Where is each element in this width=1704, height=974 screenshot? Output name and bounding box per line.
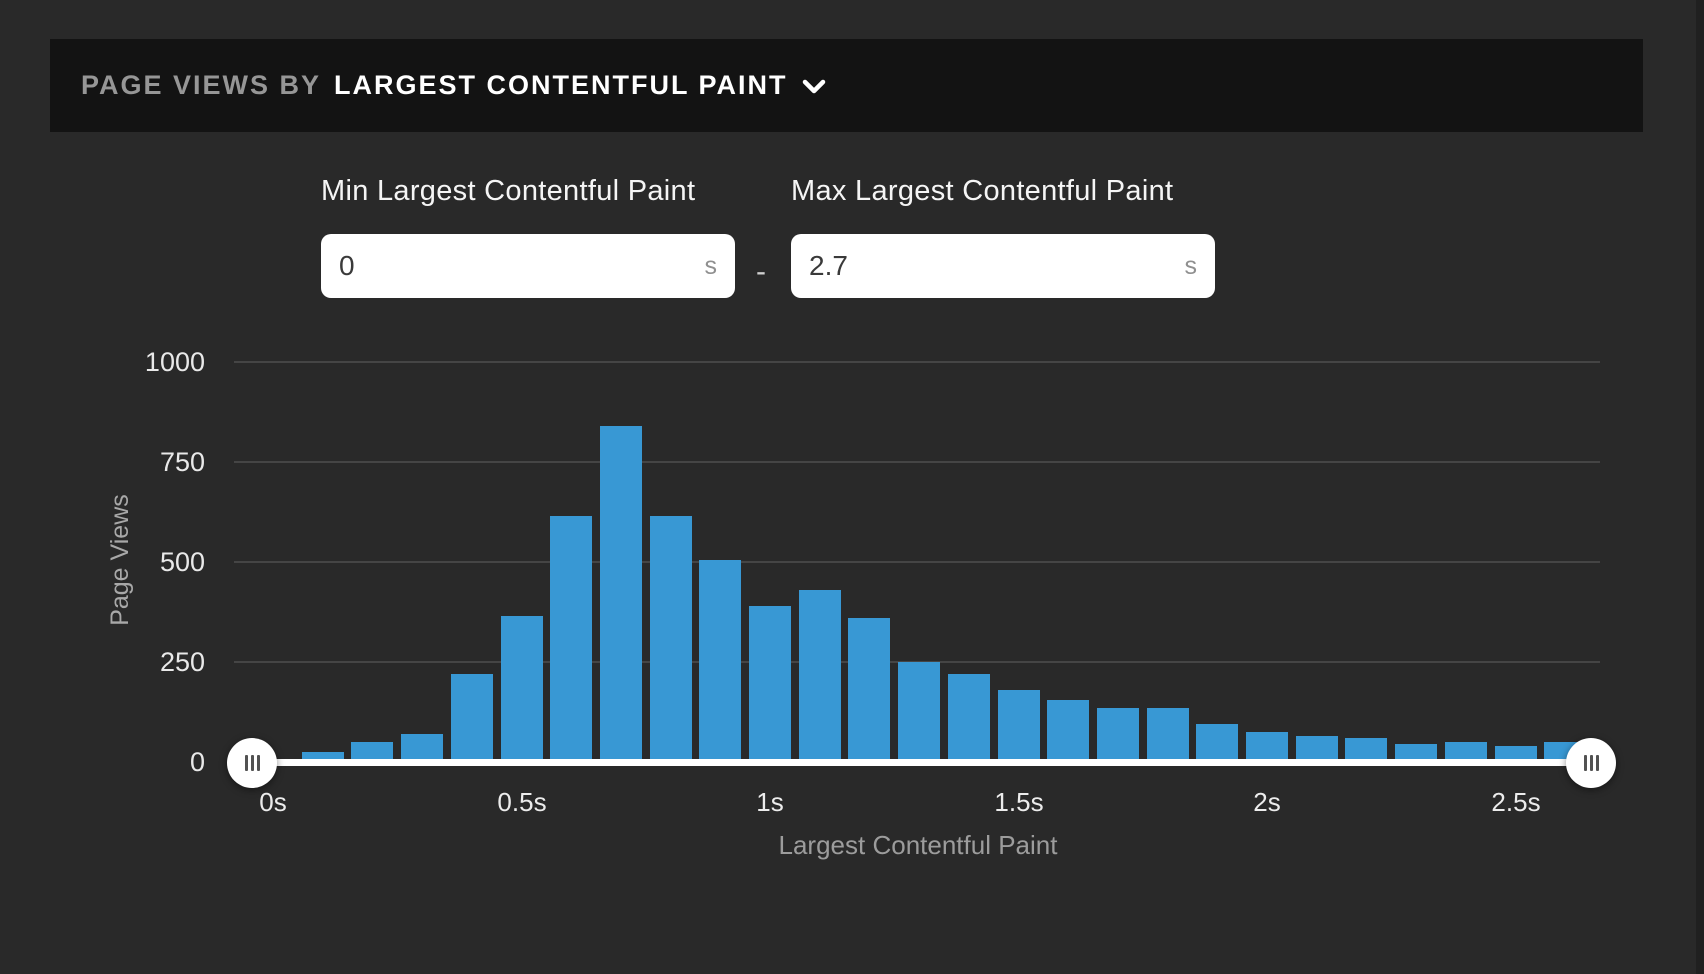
histogram-bar bbox=[1196, 724, 1238, 760]
histogram-bar bbox=[451, 674, 493, 760]
max-lcp-unit: s bbox=[1184, 251, 1198, 280]
chevron-down-icon bbox=[802, 79, 825, 94]
x-tick-label: 2s bbox=[1253, 787, 1281, 817]
histogram-bar bbox=[650, 516, 692, 760]
min-lcp-unit: s bbox=[704, 251, 718, 280]
histogram-bar bbox=[1345, 738, 1387, 760]
histogram-bar bbox=[600, 426, 642, 760]
histogram-bar bbox=[1047, 700, 1089, 760]
histogram-bar bbox=[1147, 708, 1189, 760]
drag-handle-icon bbox=[1583, 755, 1599, 771]
right-edge-strip bbox=[1696, 0, 1704, 974]
histogram-bar bbox=[501, 616, 543, 760]
min-lcp-input[interactable] bbox=[339, 250, 705, 282]
x-tick-label: 1s bbox=[756, 787, 784, 817]
y-tick-label: 1000 bbox=[144, 347, 205, 377]
histogram-bar bbox=[1296, 736, 1338, 760]
x-tick-label: 0.5s bbox=[497, 787, 547, 817]
x-tick-label: 1.5s bbox=[994, 787, 1044, 817]
min-lcp-label: Min Largest Contentful Paint bbox=[321, 175, 696, 207]
max-lcp-label: Max Largest Contentful Paint bbox=[791, 175, 1174, 207]
slider-handle-min[interactable] bbox=[227, 738, 277, 788]
histogram-bar bbox=[1395, 744, 1437, 760]
slider-handle-max[interactable] bbox=[1566, 738, 1616, 788]
metric-dropdown-label: LARGEST CONTENTFUL PAINT bbox=[334, 70, 788, 100]
y-tick-label: 500 bbox=[159, 547, 205, 577]
max-lcp-inputbox: s bbox=[791, 234, 1215, 298]
histogram-bar bbox=[699, 560, 741, 760]
histogram-bar bbox=[351, 742, 393, 760]
y-tick-label: 250 bbox=[159, 647, 205, 677]
gridline bbox=[234, 461, 1600, 463]
x-axis-title: Largest Contentful Paint bbox=[778, 830, 1058, 860]
histogram-bar bbox=[1495, 746, 1537, 760]
gridline bbox=[234, 361, 1600, 363]
histogram-bar bbox=[1097, 708, 1139, 760]
histogram-bar bbox=[302, 752, 344, 760]
histogram-bar bbox=[948, 674, 990, 760]
x-tick-label: 2.5s bbox=[1491, 787, 1541, 817]
histogram-bar bbox=[898, 662, 940, 760]
max-lcp-input[interactable] bbox=[809, 250, 1185, 282]
gridline bbox=[234, 561, 1600, 563]
range-separator: - bbox=[756, 255, 766, 288]
y-tick-label: 750 bbox=[159, 447, 205, 477]
histogram-bar bbox=[998, 690, 1040, 760]
histogram-bar bbox=[749, 606, 791, 760]
histogram-bar bbox=[799, 590, 841, 760]
min-lcp-inputbox: s bbox=[321, 234, 735, 298]
histogram-bar bbox=[550, 516, 592, 760]
drag-handle-icon bbox=[244, 755, 260, 771]
chart-title-prefix: PAGE VIEWS BY bbox=[81, 70, 322, 100]
slider-track bbox=[252, 759, 1591, 766]
y-axis-title: Page Views bbox=[106, 494, 134, 626]
chart-header-bar: PAGE VIEWS BY LARGEST CONTENTFUL PAINT bbox=[50, 39, 1643, 132]
y-tick-label: 0 bbox=[189, 747, 205, 777]
x-tick-label: 0s bbox=[259, 787, 287, 817]
metric-dropdown[interactable]: LARGEST CONTENTFUL PAINT bbox=[334, 70, 827, 101]
histogram-bar bbox=[1246, 732, 1288, 760]
histogram-bar bbox=[848, 618, 890, 760]
histogram-bar bbox=[1445, 742, 1487, 760]
histogram-bar bbox=[401, 734, 443, 760]
